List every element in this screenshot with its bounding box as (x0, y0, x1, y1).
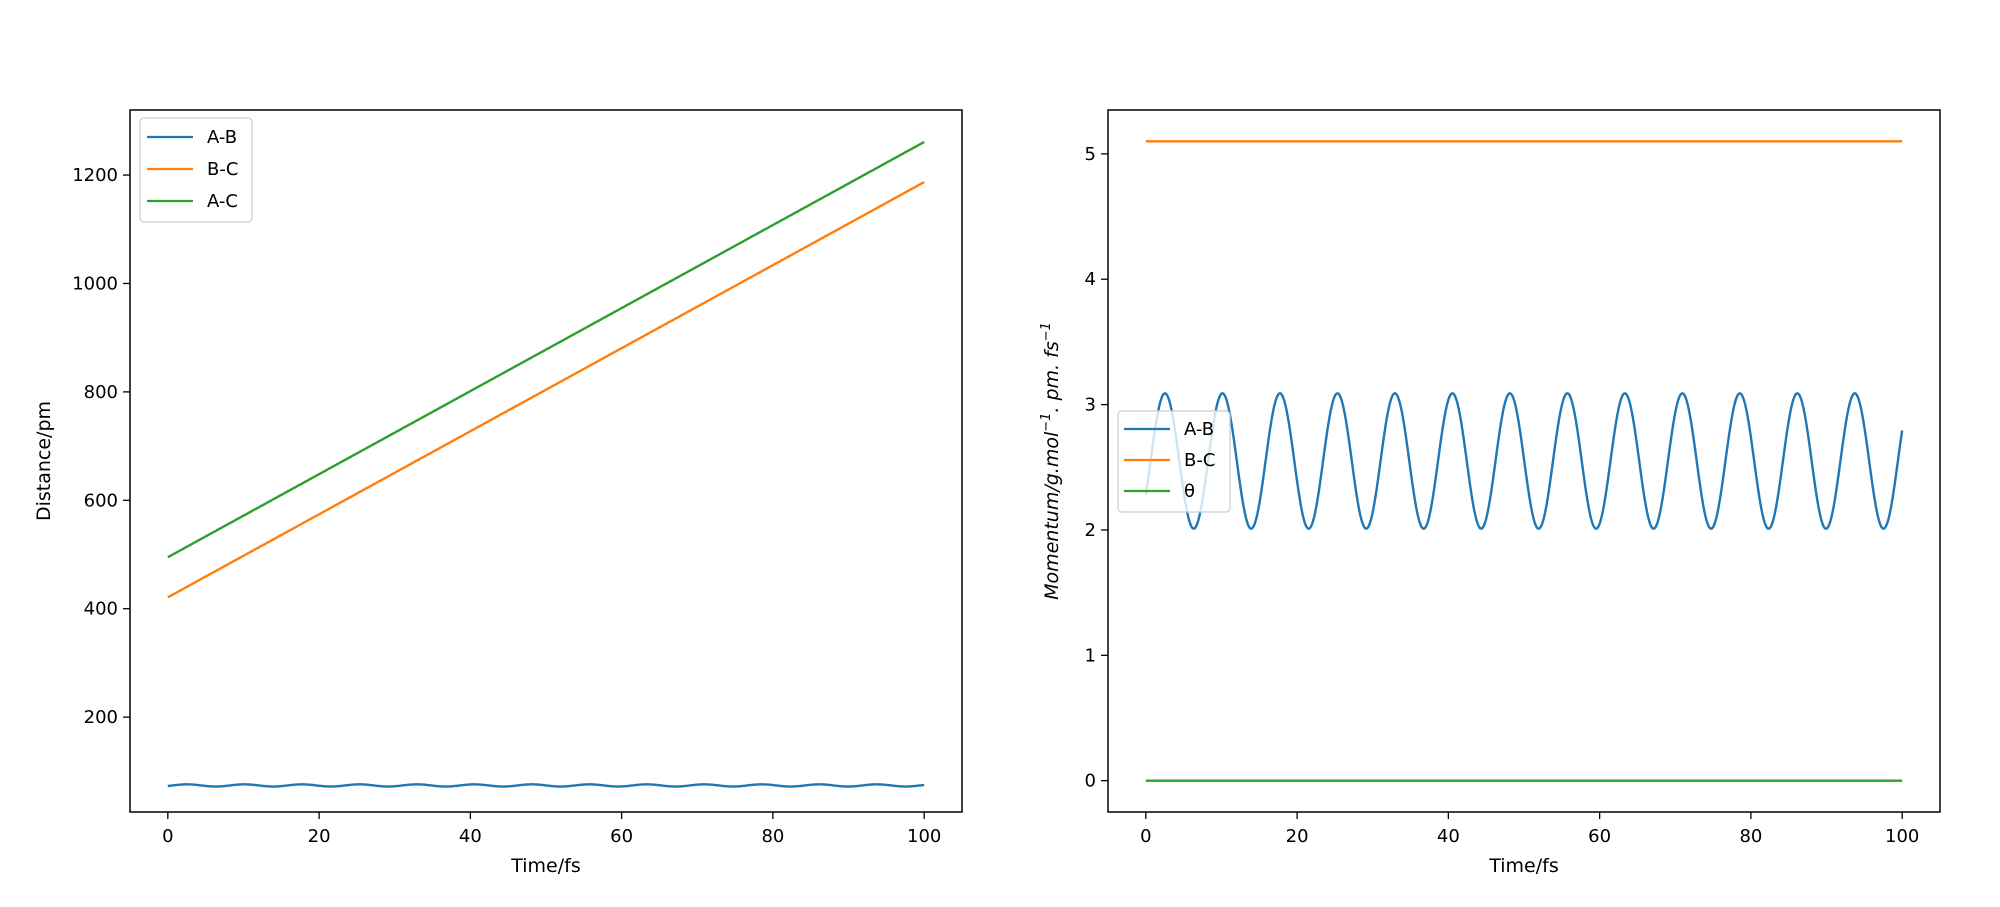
momentum-y-tick-label-5: 5 (1085, 144, 1096, 165)
distance-ticks: 0 20 40 60 80 100 200 400 600 800 1000 1200 (72, 165, 941, 847)
distance-series-line-1 (167, 181, 925, 599)
distance-series-lines (167, 140, 925, 788)
momentum-y-label-part1: Momentum/g.mol (1041, 431, 1063, 600)
distance-series-line-0 (167, 783, 925, 788)
momentum-x-axis-label: Time/fs (1488, 855, 1559, 877)
momentum-y-tick-label-3: 3 (1085, 395, 1096, 416)
momentum-y-tick-label-0: 0 (1085, 771, 1096, 792)
momentum-legend-label-ab: A-B (1184, 419, 1214, 440)
distance-plot-frame (129, 109, 963, 813)
distance-x-tick-label-0: 0 (162, 826, 173, 847)
distance-x-tick-label-1: 20 (308, 826, 331, 847)
distance-y-tick-label-1: 400 (84, 599, 118, 620)
momentum-plot: 0 20 40 60 80 100 0 1 2 3 4 5 Time/fs Momentum/g.mo… (1039, 109, 1941, 877)
distance-y-tick-label-2: 600 (84, 490, 118, 511)
distance-plot: 0 20 40 60 80 100 200 400 600 800 1000 1200 Time/fs… (33, 109, 963, 877)
distance-series-line-2 (167, 140, 925, 559)
distance-legend-label-bc: B-C (207, 159, 238, 180)
momentum-legend: A-B B-C θ (1117, 410, 1231, 513)
momentum-legend-label-bc: B-C (1184, 450, 1215, 471)
momentum-y-tick-label-4: 4 (1085, 269, 1096, 290)
momentum-x-tick-label-4: 80 (1739, 826, 1762, 847)
distance-y-tick-label-0: 200 (84, 707, 118, 728)
momentum-x-tick-label-5: 100 (1885, 826, 1919, 847)
momentum-legend-box (1117, 410, 1231, 513)
distance-y-tick-label-4: 1000 (72, 273, 118, 294)
distance-x-tick-label-5: 100 (907, 826, 941, 847)
distance-legend-label-ac: A-C (207, 191, 238, 212)
momentum-series-line-0 (1144, 392, 1904, 530)
momentum-series-lines (1144, 140, 1904, 782)
momentum-y-label-sup2: −1 (1039, 322, 1054, 341)
distance-x-tick-label-2: 40 (459, 826, 482, 847)
distance-y-tick-label-5: 1200 (72, 165, 118, 186)
momentum-y-axis-label: Momentum/g.mol−1. pm. fs−1 (1039, 322, 1063, 600)
distance-legend-label-ab: A-B (207, 127, 237, 148)
momentum-ticks: 0 20 40 60 80 100 0 1 2 3 4 5 (1085, 144, 1920, 847)
momentum-y-label-sup1: −1 (1039, 413, 1054, 432)
momentum-y-label-part2: . pm. fs (1041, 341, 1063, 412)
distance-legend: A-B B-C A-C (139, 117, 253, 223)
momentum-x-tick-label-3: 60 (1588, 826, 1611, 847)
distance-y-axis-label: Distance/pm (33, 401, 55, 521)
distance-y-tick-label-3: 800 (84, 382, 118, 403)
distance-x-axis-label: Time/fs (510, 855, 581, 877)
distance-legend-box (139, 117, 253, 223)
momentum-x-tick-label-2: 40 (1437, 826, 1460, 847)
momentum-x-tick-label-0: 0 (1140, 826, 1151, 847)
momentum-legend-label-theta: θ (1184, 481, 1195, 502)
distance-x-tick-label-3: 60 (610, 826, 633, 847)
momentum-y-tick-label-1: 1 (1085, 645, 1096, 666)
distance-x-tick-label-4: 80 (761, 826, 784, 847)
momentum-plot-frame (1107, 109, 1941, 813)
momentum-y-tick-label-2: 2 (1085, 520, 1096, 541)
momentum-x-tick-label-1: 20 (1286, 826, 1309, 847)
